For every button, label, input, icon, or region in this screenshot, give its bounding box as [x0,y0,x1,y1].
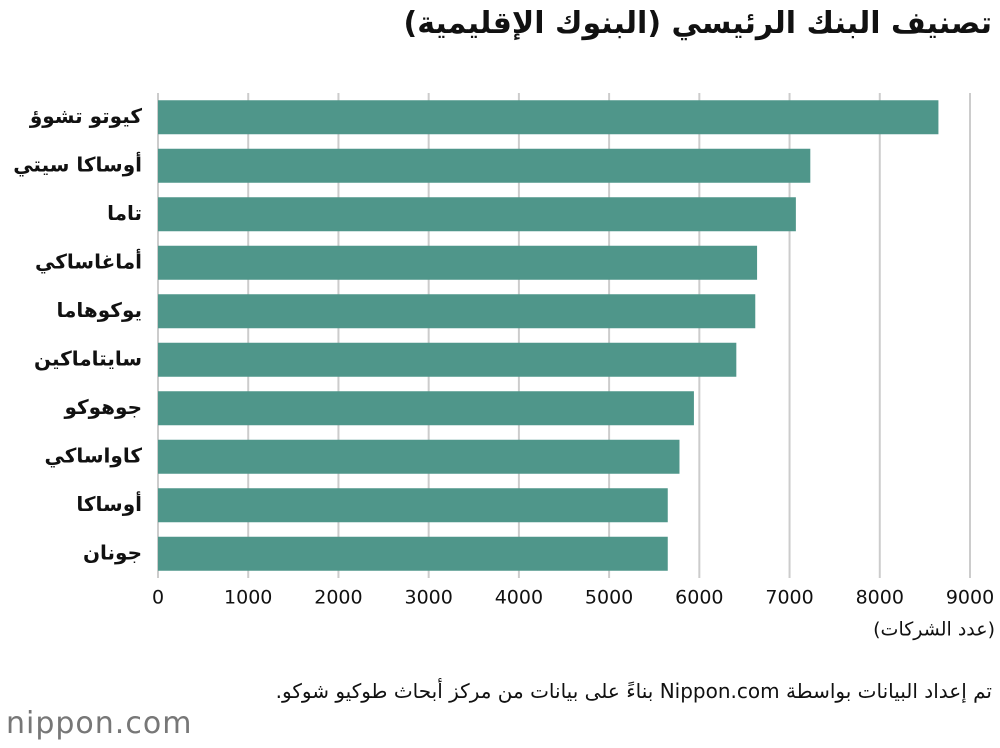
x-tick-label: 1000 [224,587,272,609]
y-tick-label: جوهوكو [63,395,142,419]
y-tick-label: جونان [83,540,142,564]
x-tick-label: 6000 [675,587,723,609]
y-tick-label: يوكوهاما [57,298,143,322]
x-axis-label: (عدد الشركات) [873,619,995,641]
x-tick-label: 0 [152,587,164,609]
bar [158,148,811,183]
bar [158,488,668,523]
x-tick-label: 7000 [765,587,813,609]
x-tick-label: 4000 [495,587,543,609]
x-tick-label: 8000 [856,587,904,609]
bar [158,100,939,135]
bar [158,536,668,571]
x-tick-label: 3000 [404,587,452,609]
y-tick-label: أوساكا [76,490,142,516]
y-tick-label: أوساكا سيتي [13,150,142,177]
y-tick-label: كيوتو تشوؤ [29,104,143,128]
x-tick-label: 2000 [314,587,362,609]
x-tick-label: 9000 [946,587,994,609]
bar [158,294,756,329]
bar [158,391,694,426]
bar [158,197,796,232]
logo: nippon.com [6,706,193,741]
x-tick-label: 5000 [585,587,633,609]
y-tick-label: أماغاساكي [35,247,142,274]
bar [158,245,758,280]
bar [158,439,680,474]
y-tick-label: تاما [107,201,142,225]
y-tick-label: كاواساكي [45,443,143,468]
y-tick-label: سايتاماكين [34,346,142,370]
chart-title: تصنيف البنك الرئيسي (البنوك الإقليمية) [403,6,992,41]
bar [158,342,737,377]
source-note: تم إعداد البيانات بواسطة Nippon.com بناء… [275,679,992,703]
